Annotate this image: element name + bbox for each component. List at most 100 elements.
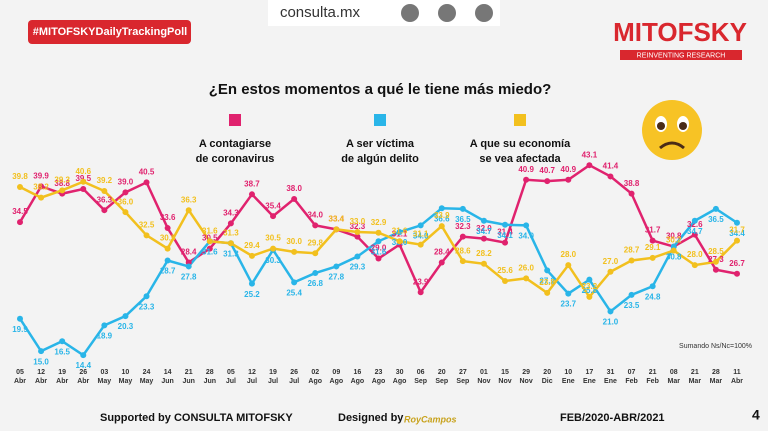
youtube-icon[interactable] <box>475 4 493 22</box>
x-tick-label: 12 Jul <box>247 369 257 385</box>
emoji-face <box>642 100 702 160</box>
data-label: 40.9 <box>518 165 534 174</box>
x-tick-label: 05 Abr <box>14 369 26 385</box>
data-point <box>691 217 698 224</box>
data-label: 34.7 <box>476 227 492 236</box>
data-point <box>80 352 87 359</box>
data-label: 36.3 <box>181 195 197 204</box>
data-point <box>502 221 509 228</box>
data-point <box>734 219 740 226</box>
data-label: 23.5 <box>624 301 640 310</box>
data-label: 40.6 <box>75 167 91 176</box>
twitter-icon[interactable] <box>401 4 419 22</box>
data-label: 36.5 <box>455 215 471 224</box>
x-tick-label: 06 Sep <box>414 369 427 385</box>
data-point <box>502 278 509 284</box>
legend-label: A que su economía se vea afectada <box>470 138 571 165</box>
x-tick-label: 28 Mar <box>710 369 723 385</box>
data-label: 21.0 <box>603 318 619 327</box>
data-point <box>164 257 171 264</box>
data-point <box>459 205 466 212</box>
x-tick-label: 23 Ago <box>372 369 386 385</box>
data-label: 35.4 <box>265 201 281 210</box>
data-label: 32.9 <box>371 218 387 227</box>
footer-designer: RoyCampos <box>404 414 457 424</box>
x-tick-label: 12 Abr <box>35 369 47 385</box>
x-tick-label: 28 Jun <box>204 369 216 385</box>
x-tick-label: 21 Jun <box>182 369 194 385</box>
data-point <box>670 247 677 254</box>
x-tick-label: 03 May <box>98 369 112 385</box>
data-point <box>38 194 45 201</box>
data-label: 31.3 <box>223 249 239 258</box>
data-point <box>270 213 277 220</box>
data-point <box>270 245 277 252</box>
data-label: 33.4 <box>329 214 345 223</box>
data-label: 31.6 <box>202 247 218 256</box>
data-point <box>691 231 698 238</box>
data-point <box>101 322 108 329</box>
data-point <box>80 186 87 193</box>
data-label: 32.6 <box>687 220 703 229</box>
data-point <box>291 195 298 202</box>
data-point <box>565 262 572 269</box>
brand: MITOFSKY <box>613 17 747 47</box>
data-point <box>649 283 656 290</box>
data-point <box>565 176 572 183</box>
chart-title: ¿En estos momentos a qué le tiene más mi… <box>209 81 552 98</box>
data-label: 23.9 <box>413 277 429 286</box>
data-label: 36.3 <box>97 195 113 204</box>
x-tick-label: 20 Dic <box>542 369 553 385</box>
data-label: 39.3 <box>54 175 70 184</box>
data-point <box>375 238 382 245</box>
data-label: 25.6 <box>497 266 513 275</box>
x-tick-label: 02 Ago <box>308 369 322 385</box>
emoji-pupil <box>679 122 687 130</box>
x-tick-label: 16 Ago <box>351 369 365 385</box>
data-label: 31.6 <box>371 247 387 256</box>
data-point <box>459 258 466 265</box>
x-tick-label: 30 Ago <box>393 369 407 385</box>
data-point <box>607 308 614 315</box>
data-label: 27.0 <box>603 257 619 266</box>
data-point <box>185 263 192 270</box>
footer-supported: Supported by CONSULTA MITOFSKY <box>100 412 293 424</box>
data-label: 39.9 <box>33 171 49 180</box>
data-point <box>544 178 551 185</box>
data-label: 26.0 <box>518 263 534 272</box>
x-tick-label: 08 Mar <box>668 369 681 385</box>
data-label: 29.1 <box>645 243 661 252</box>
data-point <box>80 178 87 185</box>
data-point <box>143 179 150 186</box>
data-label: 43.1 <box>582 150 598 159</box>
data-label: 30.8 <box>666 232 682 241</box>
data-label: 33.0 <box>350 217 366 226</box>
data-point <box>206 238 213 245</box>
data-label: 25.2 <box>244 290 260 299</box>
data-point <box>607 268 614 275</box>
data-point <box>227 240 234 247</box>
site-text: consulta.mx <box>280 4 361 21</box>
x-tick-label: 09 Ago <box>330 369 344 385</box>
tagline-box <box>620 50 742 60</box>
data-label: 39.5 <box>75 174 91 183</box>
x-tick-label: 24 May <box>140 369 154 385</box>
data-label: 16.5 <box>54 347 70 356</box>
data-point <box>712 266 719 273</box>
data-point <box>206 245 213 252</box>
data-point <box>417 222 424 229</box>
facebook-icon[interactable] <box>438 4 456 22</box>
data-point <box>333 263 340 270</box>
footer-period: FEB/2020-ABR/2021 <box>560 412 665 424</box>
data-point <box>354 253 361 260</box>
data-label: 36.6 <box>434 214 450 223</box>
data-label: 32.5 <box>139 220 155 229</box>
data-point <box>628 291 635 298</box>
data-label: 30.5 <box>202 234 218 243</box>
data-label: 23.7 <box>561 300 577 309</box>
data-point <box>312 270 319 277</box>
data-point <box>417 289 424 296</box>
data-label: 38.0 <box>286 184 302 193</box>
